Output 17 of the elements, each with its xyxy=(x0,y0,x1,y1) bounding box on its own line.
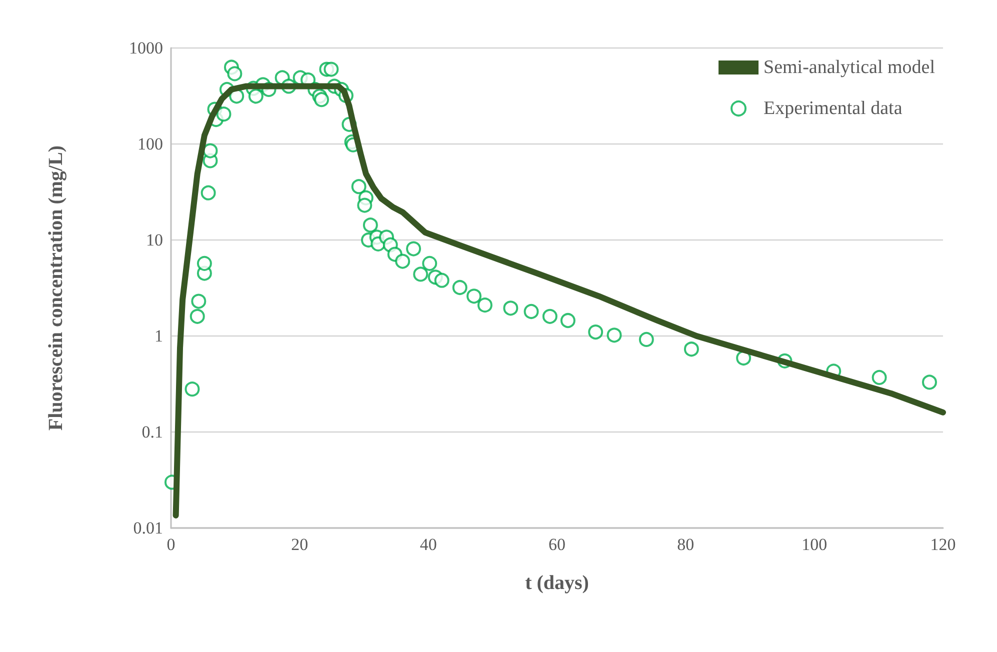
y-tick-label: 10 xyxy=(146,230,163,250)
x-tick-label: 20 xyxy=(291,535,308,554)
y-tick-label: 100 xyxy=(138,134,163,154)
legend-label: Experimental data xyxy=(764,98,903,119)
y-tick-label: 1 xyxy=(154,326,163,346)
legend-label: Semi-analytical model xyxy=(764,57,936,78)
x-tick-label: 40 xyxy=(420,535,437,554)
y-tick-label: 0.1 xyxy=(142,422,163,442)
x-tick-label: 80 xyxy=(677,535,694,554)
y-axis-title: Fluorescein concentration (mg/L) xyxy=(45,145,67,431)
x-tick-label: 120 xyxy=(930,535,956,554)
y-tick-label: 1000 xyxy=(129,38,163,58)
x-tick-label: 60 xyxy=(548,535,566,554)
x-tick-label: 0 xyxy=(166,535,176,554)
x-axis-title: t (days) xyxy=(525,572,589,594)
y-tick-label: 0.01 xyxy=(133,518,163,538)
x-tick-label: 100 xyxy=(802,535,828,554)
